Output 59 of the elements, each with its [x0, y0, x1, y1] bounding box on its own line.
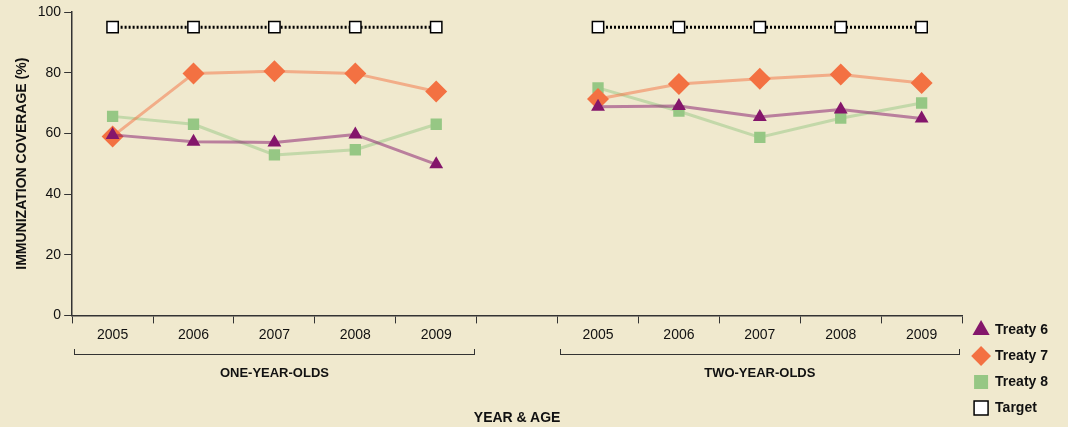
- point: [344, 62, 367, 85]
- point: [106, 110, 119, 123]
- point: [753, 20, 767, 34]
- legend-label: Target: [995, 398, 1038, 415]
- point: [182, 62, 205, 85]
- point: [429, 156, 444, 169]
- point: [429, 20, 443, 34]
- point: [591, 20, 605, 34]
- y-tick-label: 60: [45, 124, 62, 141]
- point: [106, 20, 120, 34]
- text: TWO-YEAR-OLDS: [703, 365, 817, 381]
- point: [349, 144, 361, 156]
- point: [915, 97, 928, 109]
- y-tick-label: 20: [45, 245, 62, 262]
- point: [833, 101, 848, 114]
- point: [834, 20, 848, 34]
- point: [187, 20, 200, 34]
- point: [263, 60, 286, 83]
- x-tick-label: 2008: [339, 325, 372, 342]
- point: [186, 133, 201, 146]
- x-tick-label: 2007: [258, 325, 291, 342]
- point: [591, 98, 605, 111]
- point: [748, 67, 771, 90]
- x-tick-label: 2008: [825, 325, 857, 342]
- x-tick-label: 2006: [177, 325, 210, 342]
- point: [914, 110, 929, 123]
- y-tick-label: 100: [37, 2, 62, 19]
- x-tick-label: 2005: [582, 325, 614, 342]
- point: [672, 20, 686, 34]
- text: ONE-YEAR-OLDS: [218, 365, 330, 381]
- point: [268, 149, 281, 161]
- point: [667, 72, 690, 95]
- point: [425, 80, 448, 103]
- x-tick-label: 2007: [744, 325, 776, 342]
- point: [267, 134, 282, 147]
- point: [430, 118, 442, 130]
- x-tick-label: 2009: [420, 325, 452, 342]
- point: [268, 20, 281, 34]
- point: [829, 63, 852, 86]
- point: [348, 20, 362, 34]
- point: [348, 126, 363, 139]
- point: [187, 118, 200, 130]
- point: [835, 112, 847, 124]
- point: [754, 131, 766, 143]
- x-tick-label: 2006: [663, 325, 695, 342]
- point: [910, 72, 933, 94]
- y-axis-title: IMMUNIZATION COVERAGE (%): [13, 57, 30, 270]
- point: [752, 108, 767, 121]
- y-tick-label: 40: [45, 184, 62, 201]
- x-tick-label: 2005: [97, 325, 129, 342]
- y-tick-label: 0: [53, 306, 62, 323]
- x-axis-title: YEAR & AGE: [473, 409, 561, 426]
- legend-label: Treaty 7: [995, 346, 1049, 363]
- y-tick-label: 80: [45, 63, 62, 80]
- legend-label: Treaty 8: [995, 372, 1049, 389]
- point: [671, 98, 686, 111]
- point: [915, 20, 929, 34]
- legend-label: Treaty 6: [995, 320, 1049, 337]
- x-tick-label: 2009: [906, 325, 938, 342]
